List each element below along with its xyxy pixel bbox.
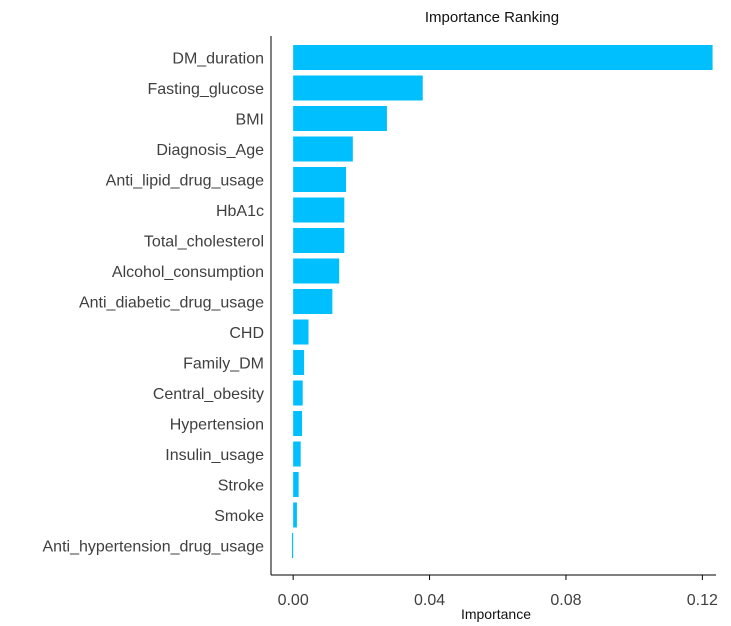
bar-diagnosis-age <box>293 136 353 162</box>
chart-title: Importance Ranking <box>425 9 559 26</box>
category-label: Central_obesity <box>153 386 264 403</box>
bar-bmi <box>293 106 387 131</box>
category-label: Anti_diabetic_drug_usage <box>79 295 264 312</box>
bars-layer <box>291 45 713 558</box>
bar-alcohol-consumption <box>293 258 340 284</box>
bar-chd <box>293 319 309 345</box>
bar-family-dm <box>293 350 305 375</box>
bar-dm-duration <box>293 45 713 70</box>
bar-anti-hypertension-drug-usage <box>291 533 294 558</box>
category-label: Family_DM <box>183 356 264 373</box>
category-label: DM_duration <box>172 51 264 68</box>
category-label: Insulin_usage <box>165 447 264 464</box>
category-label: Fasting_glucose <box>147 81 264 98</box>
bar-central-obesity <box>293 380 303 406</box>
bar-insulin-usage <box>293 441 301 467</box>
bar-anti-diabetic-drug-usage <box>293 289 333 314</box>
category-label: Anti_lipid_drug_usage <box>106 173 264 190</box>
category-label: Smoke <box>214 508 264 525</box>
category-label: HbA1c <box>216 203 264 220</box>
bar-stroke <box>293 472 299 497</box>
bar-smoke <box>293 502 297 528</box>
bar-anti-lipid-drug-usage <box>293 167 347 192</box>
y-axis-labels: DM_duration Fasting_glucose BMI Diagnosis_A… <box>43 51 265 556</box>
x-axis-title: Importance <box>461 606 531 622</box>
category-label: Total_cholesterol <box>144 234 264 251</box>
x-tick-label: 0.00 <box>278 592 309 609</box>
category-label: Anti_hypertension_drug_usage <box>43 539 265 556</box>
x-axis-ticks: 0.00 0.04 0.08 0.12 <box>278 575 718 609</box>
bar-hypertension <box>293 411 303 436</box>
category-label: Stroke <box>218 478 264 495</box>
category-label: CHD <box>229 325 264 342</box>
category-label: Diagnosis_Age <box>156 142 264 159</box>
category-label: Hypertension <box>170 417 264 434</box>
bar-fasting-glucose <box>293 75 423 101</box>
category-label: BMI <box>236 112 264 129</box>
x-tick-label: 0.04 <box>414 592 445 609</box>
bar-hba1c <box>293 197 345 223</box>
bar-total-cholesterol <box>293 228 345 253</box>
x-tick-label: 0.12 <box>687 592 718 609</box>
x-tick-label: 0.08 <box>550 592 581 609</box>
category-label: Alcohol_consumption <box>112 264 264 281</box>
axes <box>270 36 716 576</box>
